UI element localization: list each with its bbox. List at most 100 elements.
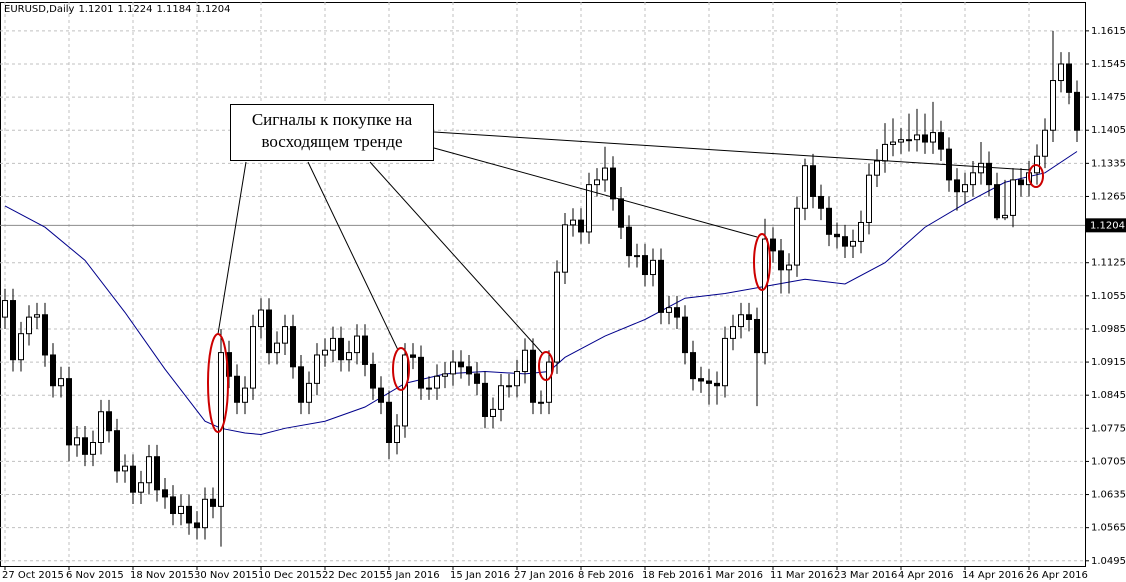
candle-body xyxy=(762,238,768,354)
candle-body xyxy=(754,318,760,354)
y-tick-label: 1.1405 xyxy=(1091,125,1126,136)
candle-body xyxy=(154,456,160,491)
candle-body xyxy=(402,354,408,427)
y-tick-label: 1.0495 xyxy=(1091,556,1126,567)
candle-body xyxy=(330,337,336,351)
candle-body xyxy=(266,309,272,354)
candle-body xyxy=(1058,63,1064,82)
candle-body xyxy=(1002,214,1008,219)
y-tick-label: 1.1265 xyxy=(1091,191,1126,202)
y-tick-label: 1.0915 xyxy=(1091,357,1126,368)
candle-body xyxy=(2,300,8,318)
annotation-box: Сигналы к покупке на восходящем тренде xyxy=(230,104,434,161)
candle-body xyxy=(258,309,264,328)
y-tick-label: 1.0985 xyxy=(1091,324,1126,335)
candle-body xyxy=(842,236,848,247)
candle-body xyxy=(730,326,736,339)
candle-body xyxy=(18,333,24,361)
candle-body xyxy=(186,505,192,524)
candle-body xyxy=(610,167,616,200)
candle-body xyxy=(1010,179,1016,216)
candle-body xyxy=(538,401,544,404)
x-tick-label: 10 Dec 2015 xyxy=(258,570,322,581)
candle-body xyxy=(250,326,256,389)
candle-body xyxy=(306,382,312,403)
candle-body xyxy=(906,139,912,142)
candle-body xyxy=(242,387,248,403)
candle-body xyxy=(274,342,280,354)
candle-body xyxy=(778,250,784,271)
candle-body xyxy=(722,337,728,387)
candle-body xyxy=(42,314,48,356)
candle-body xyxy=(1018,179,1024,186)
candle-body xyxy=(282,326,288,344)
annotation-line: Сигналы к покупке на xyxy=(251,110,413,129)
candle-body xyxy=(146,456,152,484)
candle-body xyxy=(234,375,240,403)
symbol: EURUSD,Daily xyxy=(4,4,75,15)
candle-body xyxy=(850,240,856,247)
candle-body xyxy=(994,184,1000,219)
candle-body xyxy=(498,385,504,410)
candle-body xyxy=(338,337,344,361)
signal-ellipse xyxy=(753,233,771,291)
candle-body xyxy=(26,316,32,335)
x-tick-label: 27 Oct 2015 xyxy=(2,570,64,581)
y-tick-label: 1.1615 xyxy=(1091,26,1126,37)
pointer xyxy=(433,147,758,238)
x-tick-label: 27 Jan 2016 xyxy=(514,570,574,581)
candle-body xyxy=(802,165,808,209)
candle-body xyxy=(34,314,40,318)
candle-body xyxy=(1074,91,1080,131)
y-tick-label: 1.1545 xyxy=(1091,59,1126,70)
candle-body xyxy=(882,143,888,162)
x-tick-label: 4 Apr 2016 xyxy=(898,570,953,581)
annotation-line: восходящем тренде xyxy=(261,132,403,151)
candle-body xyxy=(458,361,464,368)
candle-body xyxy=(162,489,168,498)
candle-body xyxy=(322,349,328,356)
candle-body xyxy=(978,162,984,174)
candle-body xyxy=(706,380,712,384)
candle-body xyxy=(658,259,664,313)
candle-body xyxy=(666,307,672,313)
candle-body xyxy=(210,498,216,507)
header-value: 1.1201 xyxy=(78,4,114,15)
candle-body xyxy=(66,378,72,446)
candle-body xyxy=(922,134,928,143)
candle-body xyxy=(794,207,800,266)
candle-body xyxy=(114,430,120,472)
y-tick-label: 1.1475 xyxy=(1091,92,1126,103)
candle-body xyxy=(986,162,992,186)
candle-body xyxy=(898,139,904,143)
candle-body xyxy=(914,134,920,141)
header-value: 1.1204 xyxy=(195,4,231,15)
y-tick-label: 1.0775 xyxy=(1091,423,1126,434)
candle-body xyxy=(970,172,976,186)
candle-body xyxy=(818,195,824,209)
signal-ellipse xyxy=(392,347,410,391)
candle-body xyxy=(138,482,144,493)
y-tick-label: 1.1125 xyxy=(1091,258,1126,269)
candle-body xyxy=(874,160,880,176)
signal-ellipse xyxy=(538,351,554,381)
candle-body xyxy=(82,437,88,455)
x-tick-label: 6 Nov 2015 xyxy=(66,570,124,581)
candle-body xyxy=(594,179,600,186)
y-tick-label: 1.0705 xyxy=(1091,456,1126,467)
candle-body xyxy=(698,378,704,382)
candle-body xyxy=(122,465,128,472)
candle-body xyxy=(482,382,488,417)
candle-body xyxy=(810,165,816,197)
candle-body xyxy=(690,352,696,380)
candle-body xyxy=(602,167,608,181)
candle-body xyxy=(618,198,624,228)
signal-ellipse xyxy=(1028,164,1044,188)
candle-body xyxy=(202,498,208,529)
candle-body xyxy=(770,238,776,252)
candle-body xyxy=(298,366,304,403)
candle-body xyxy=(1066,63,1072,93)
candle-body xyxy=(890,141,896,145)
x-tick-label: 22 Dec 2015 xyxy=(322,570,386,581)
